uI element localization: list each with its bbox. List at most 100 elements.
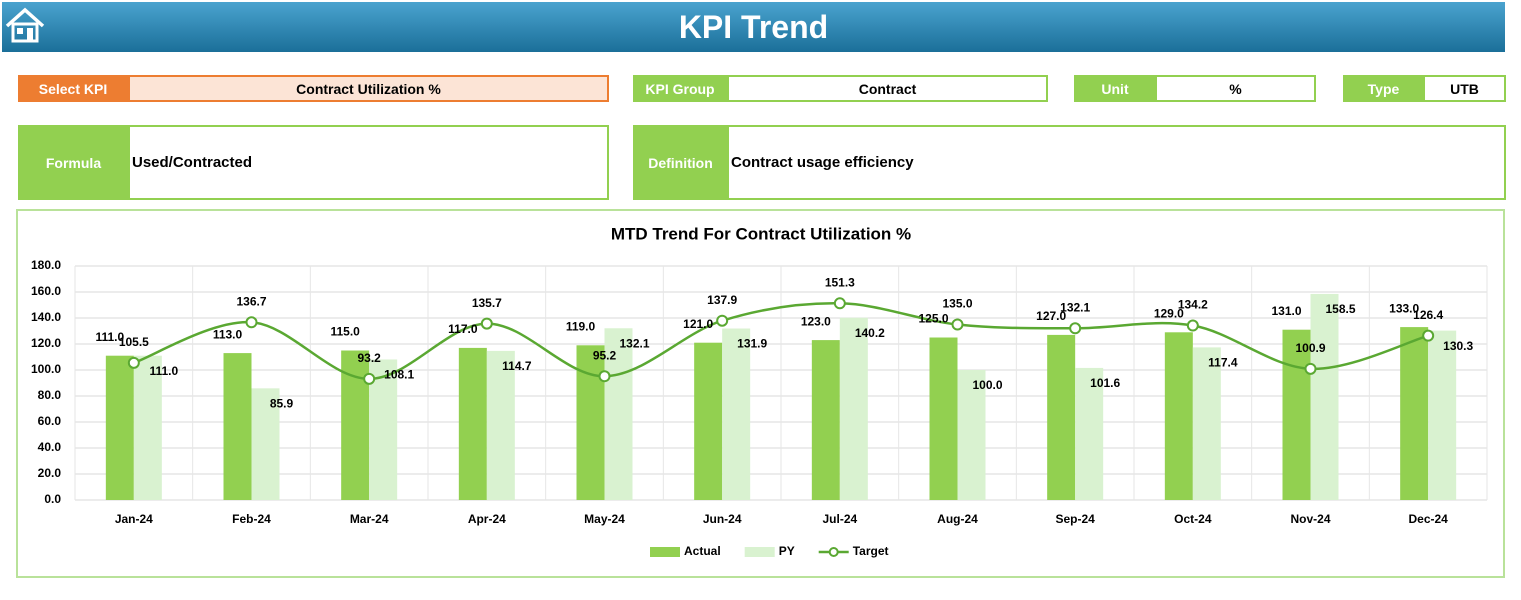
- data-label: 113.0: [213, 327, 243, 341]
- data-label: 105.5: [119, 335, 149, 349]
- y-tick-label: 0.0: [44, 492, 61, 506]
- chart: MTD Trend For Contract Utilization % 0.0…: [31, 224, 1488, 558]
- bar: [133, 355, 162, 500]
- bar: [105, 355, 134, 500]
- y-tick-label: 180.0: [31, 258, 61, 272]
- field-value: UTB: [1423, 75, 1506, 102]
- x-tick-label: Feb-24: [232, 512, 271, 526]
- bar: [251, 388, 280, 500]
- field-label: Select KPI: [18, 75, 128, 102]
- field-label: Unit: [1074, 75, 1156, 102]
- field-label: Formula: [18, 125, 129, 200]
- target-marker: [1422, 329, 1435, 342]
- bar: [1192, 347, 1221, 500]
- x-tick-label: Mar-24: [350, 512, 389, 526]
- y-tick-label: 20.0: [38, 466, 62, 480]
- bar: [1047, 334, 1076, 500]
- target-marker: [951, 318, 964, 331]
- bar: [458, 347, 487, 500]
- target-marker: [127, 356, 140, 369]
- data-label: 95.2: [593, 348, 617, 362]
- bar: [694, 342, 723, 500]
- data-label: 111.0: [149, 364, 178, 378]
- y-tick-label: 160.0: [31, 284, 61, 298]
- bar: [223, 353, 252, 500]
- legend-label: PY: [779, 544, 795, 558]
- data-label: 130.3: [1443, 339, 1473, 353]
- target-marker: [1186, 319, 1199, 332]
- bar: [722, 328, 751, 500]
- data-label: 123.0: [801, 314, 831, 328]
- data-label: 137.9: [707, 293, 737, 307]
- data-label: 121.0: [683, 317, 713, 331]
- home-icon[interactable]: [4, 6, 46, 44]
- bar: [957, 370, 986, 500]
- header-title: KPI Trend: [678, 9, 829, 45]
- kpi-select[interactable]: Contract Utilization %: [128, 75, 609, 102]
- data-label: 135.7: [472, 296, 502, 310]
- bar: [486, 350, 515, 500]
- y-tick-label: 60.0: [38, 414, 62, 428]
- x-tick-label: Jun-24: [703, 512, 742, 526]
- data-label: 125.0: [918, 312, 948, 326]
- field-label: Type: [1343, 75, 1424, 102]
- target-marker: [1304, 362, 1317, 375]
- data-label: 93.2: [357, 351, 381, 365]
- data-label: 115.0: [330, 325, 360, 339]
- bar: [604, 328, 633, 500]
- data-label: 119.0: [566, 319, 596, 333]
- bar: [1428, 330, 1457, 500]
- data-label: 101.6: [1090, 376, 1120, 390]
- x-tick-label: Nov-24: [1290, 512, 1330, 526]
- data-label: 134.2: [1178, 298, 1208, 312]
- legend-swatch: [650, 547, 680, 557]
- data-label: 158.5: [1325, 302, 1355, 316]
- target-line: [133, 302, 1429, 381]
- legend-swatch: [828, 547, 839, 557]
- target-marker: [245, 316, 258, 329]
- data-label: 133.0: [1389, 301, 1419, 315]
- target-marker: [716, 314, 729, 327]
- y-tick-label: 140.0: [31, 310, 61, 324]
- y-tick-label: 40.0: [38, 440, 62, 454]
- data-label: 132.1: [619, 336, 649, 350]
- field-value: %: [1155, 75, 1316, 102]
- data-label: 132.1: [1060, 300, 1090, 314]
- bar: [839, 317, 868, 500]
- data-label: 85.9: [270, 397, 294, 411]
- data-label: 140.2: [855, 326, 885, 340]
- data-label: 136.7: [236, 294, 266, 308]
- bar: [811, 340, 840, 500]
- data-label: 108.1: [384, 368, 414, 382]
- target-marker: [1069, 322, 1082, 335]
- data-label: 151.3: [825, 275, 855, 289]
- x-tick-label: Jul-24: [822, 512, 857, 526]
- data-label: 100.9: [1295, 341, 1325, 355]
- field-value: Contract: [727, 75, 1048, 102]
- bar: [576, 345, 605, 500]
- x-tick-label: Jan-24: [115, 512, 153, 526]
- chart-title: MTD Trend For Contract Utilization %: [611, 224, 911, 243]
- bar: [1310, 293, 1339, 500]
- target-marker: [833, 297, 846, 310]
- field-value: Contract usage efficiency: [727, 125, 1506, 200]
- header: KPI Trend: [2, 2, 1505, 52]
- y-tick-label: 120.0: [31, 336, 61, 350]
- data-label: 117.4: [1208, 356, 1238, 370]
- bar: [1400, 327, 1429, 500]
- legend-label: Target: [853, 544, 889, 558]
- target-marker: [480, 317, 493, 330]
- data-label: 111.0: [95, 330, 124, 344]
- data-label: 131.9: [737, 337, 767, 351]
- x-tick-label: Apr-24: [468, 512, 506, 526]
- data-label: 129.0: [1154, 306, 1184, 320]
- bar: [369, 359, 398, 500]
- legend-swatch: [744, 547, 775, 557]
- y-tick-label: 100.0: [31, 362, 61, 376]
- field-label: KPI Group: [633, 75, 727, 102]
- bar: [1075, 367, 1104, 500]
- data-label: 127.0: [1036, 309, 1066, 323]
- target-marker: [363, 372, 376, 385]
- field-value: Used/Contracted: [128, 125, 609, 200]
